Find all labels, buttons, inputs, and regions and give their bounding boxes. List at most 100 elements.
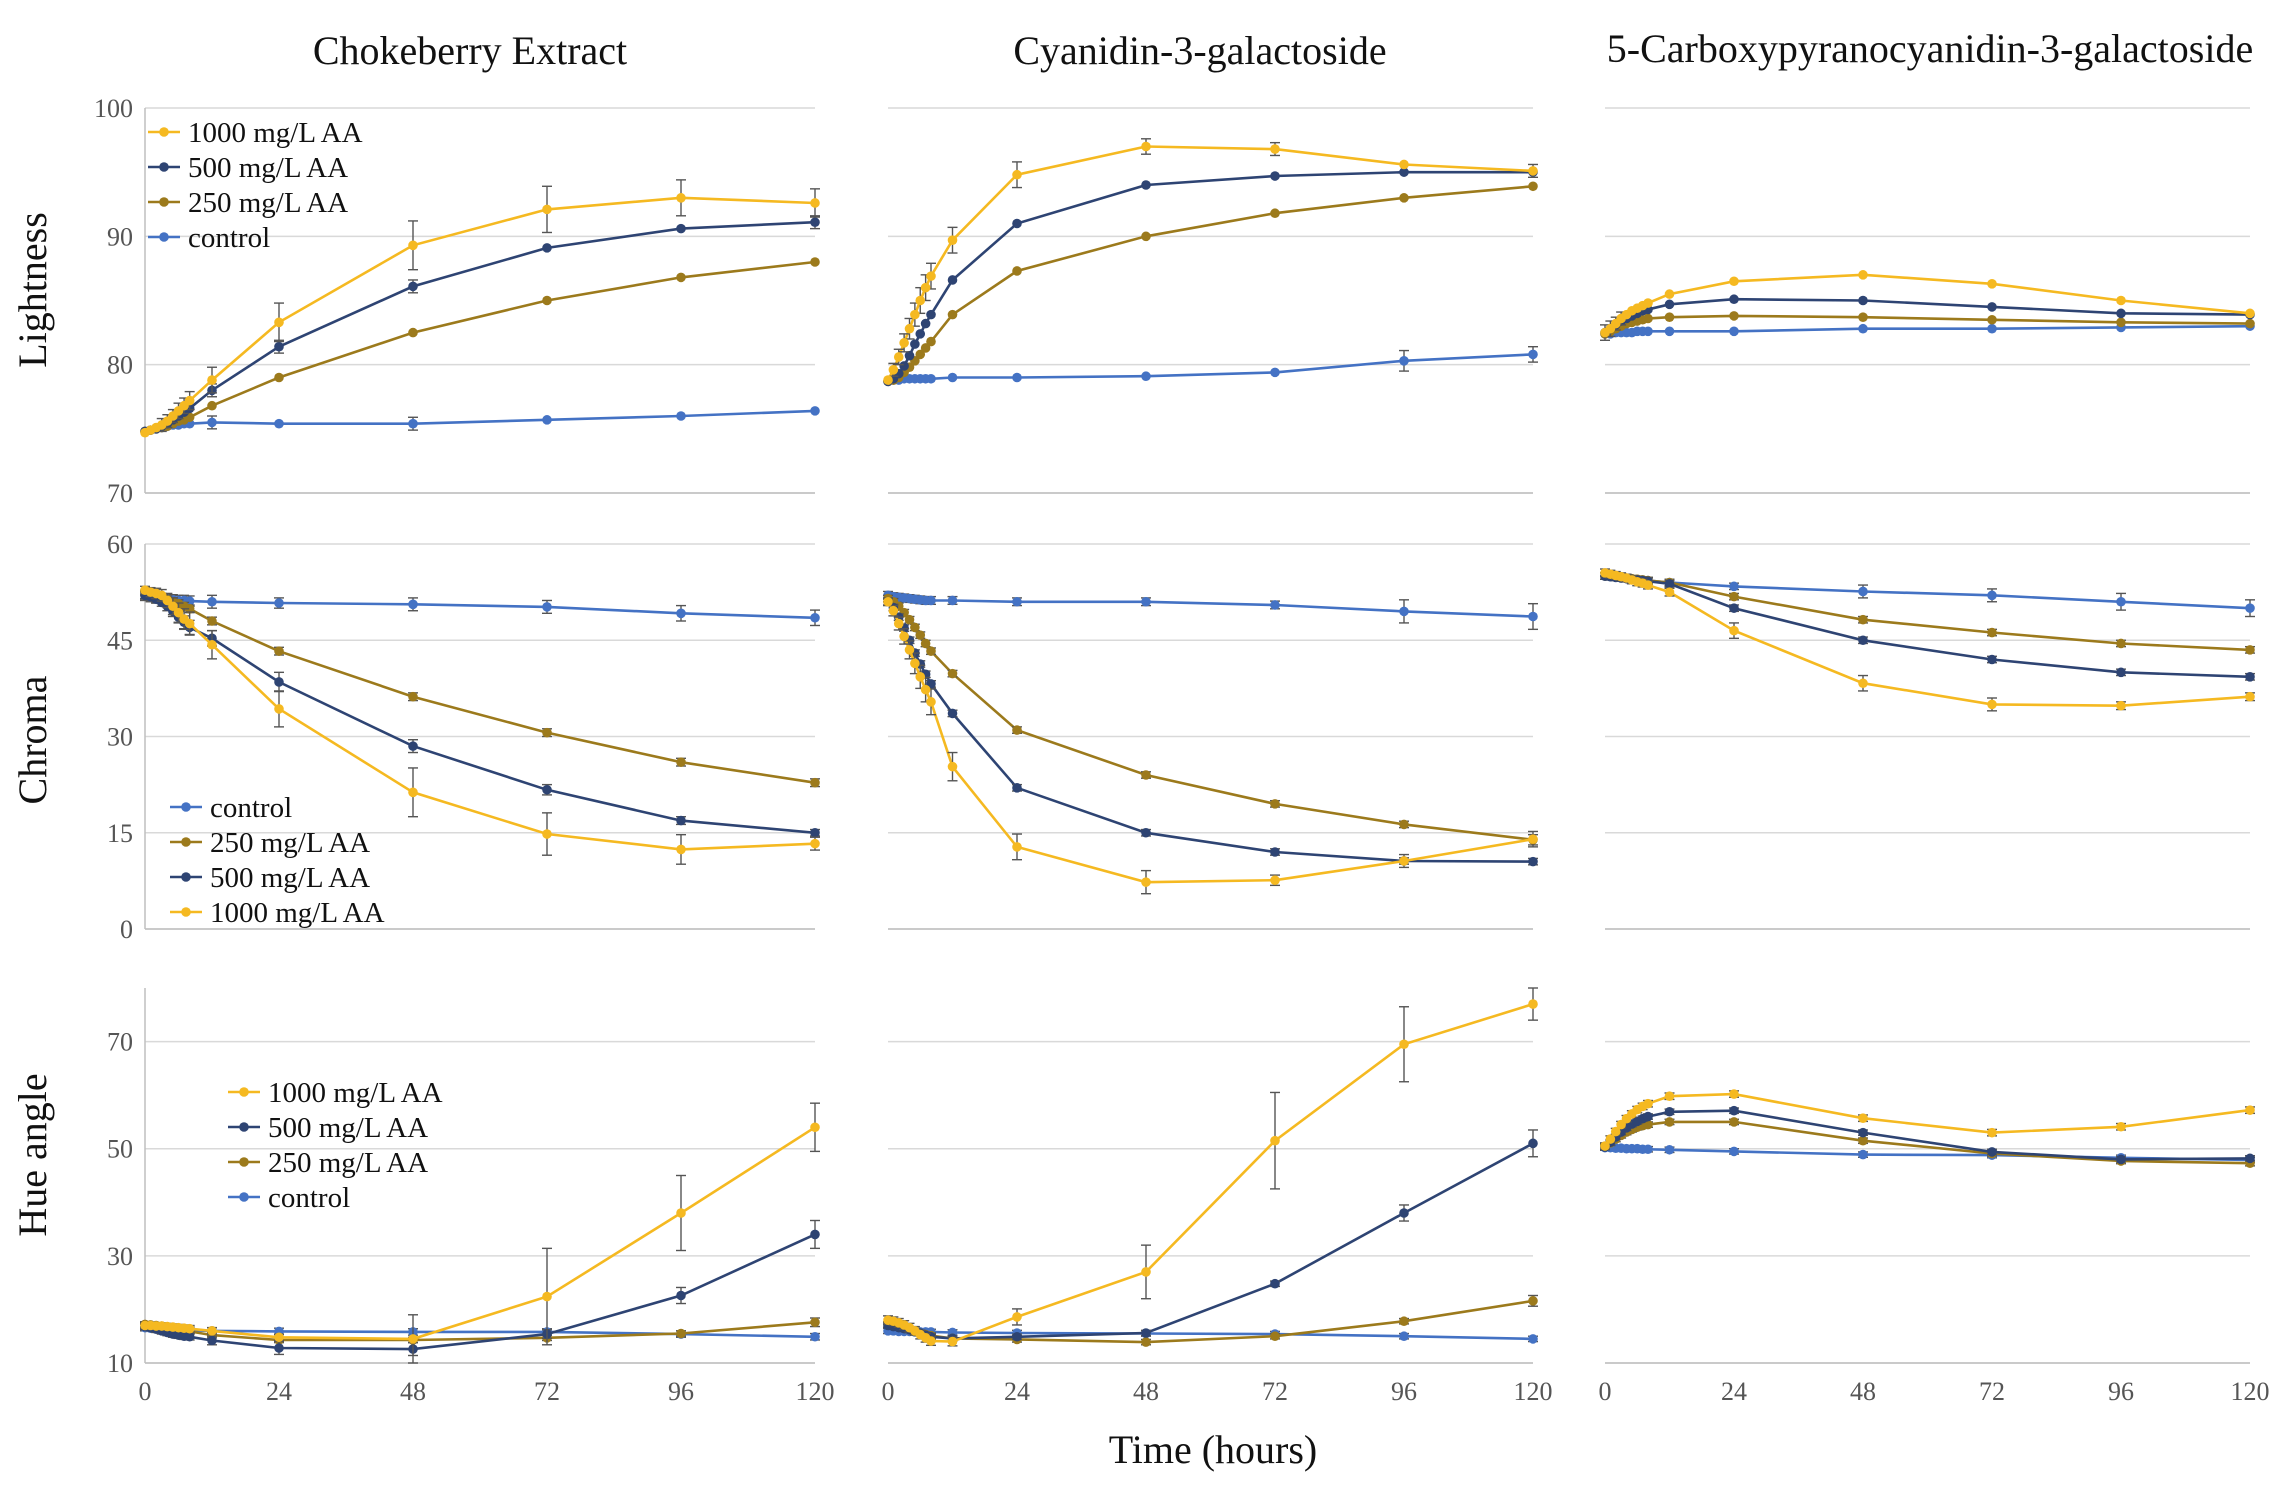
data-point xyxy=(915,672,926,682)
data-point xyxy=(1270,875,1280,886)
legend-swatch-marker xyxy=(239,1192,249,1202)
data-point xyxy=(1012,266,1022,276)
legend-label: 250 mg/L AA xyxy=(210,827,370,859)
series-line-aa250 xyxy=(144,260,816,433)
data-point xyxy=(2116,295,2126,306)
data-point xyxy=(1858,1149,1868,1160)
data-point xyxy=(1012,842,1022,852)
series-aa1000 xyxy=(883,138,1538,385)
data-point xyxy=(274,1343,284,1353)
data-point xyxy=(1664,578,1675,589)
x-tick-label: 120 xyxy=(796,1377,835,1406)
series-line-control xyxy=(144,409,816,433)
data-point xyxy=(542,243,552,253)
data-point xyxy=(1141,231,1151,242)
data-point xyxy=(1270,847,1280,857)
series-control xyxy=(883,1326,1538,1344)
legend-swatch-marker xyxy=(159,162,169,172)
data-point xyxy=(1270,208,1280,219)
data-point xyxy=(542,204,552,215)
series-control xyxy=(140,589,820,627)
data-point xyxy=(2245,1105,2255,1115)
x-tick-label: 96 xyxy=(668,1377,694,1406)
series-line-aa500 xyxy=(1604,1109,2251,1161)
data-point xyxy=(1664,326,1675,337)
data-point xyxy=(184,1331,195,1342)
data-point xyxy=(920,638,931,649)
panel-H-C3G: 0 24 48 72 96 120 xyxy=(882,987,1553,1406)
data-point xyxy=(207,1326,217,1336)
data-point xyxy=(542,602,552,612)
data-point xyxy=(1012,372,1022,383)
data-point xyxy=(1643,580,1653,590)
data-point xyxy=(1729,1089,1739,1099)
y-tick-label: 100 xyxy=(94,94,133,123)
data-point xyxy=(1987,1127,1997,1138)
data-point xyxy=(810,827,820,838)
data-point xyxy=(920,684,931,695)
data-point xyxy=(926,271,936,281)
data-point xyxy=(1987,1147,1997,1157)
data-point xyxy=(1270,1331,1280,1342)
data-point xyxy=(274,418,284,429)
data-point xyxy=(408,327,418,338)
data-point xyxy=(888,605,899,616)
data-point xyxy=(1270,799,1280,809)
data-point xyxy=(947,708,958,719)
series-aa1000 xyxy=(1600,1089,2255,1151)
panel-L-C3G xyxy=(883,107,1538,494)
data-point xyxy=(926,336,936,347)
data-point xyxy=(676,1290,686,1301)
data-point xyxy=(1729,294,1739,305)
data-point xyxy=(810,1122,820,1133)
data-point xyxy=(184,618,195,629)
data-point xyxy=(2245,318,2255,329)
data-point xyxy=(207,375,217,385)
data-point xyxy=(184,604,195,614)
column-title-2: Cyanidin-3-galactoside xyxy=(1013,28,1386,73)
y-tick-label: 50 xyxy=(107,1135,133,1164)
data-point xyxy=(1528,181,1538,192)
data-point xyxy=(926,373,936,384)
series-line-aa500 xyxy=(887,1142,1534,1340)
data-point xyxy=(408,691,418,702)
data-point xyxy=(173,607,184,618)
data-point xyxy=(947,668,958,679)
data-point xyxy=(1012,596,1022,607)
data-point xyxy=(1987,314,1997,325)
legend-swatch-marker xyxy=(239,1157,249,1167)
legend-swatch-marker xyxy=(159,197,169,207)
data-point xyxy=(2116,700,2126,711)
data-point xyxy=(1987,627,1997,638)
legend-swatch-marker xyxy=(181,907,191,917)
data-point xyxy=(676,1328,686,1339)
data-point xyxy=(542,1291,552,1302)
data-point xyxy=(1664,587,1675,597)
y-tick-label: 80 xyxy=(107,351,133,380)
data-point xyxy=(920,318,931,329)
data-point xyxy=(676,757,686,767)
series-aa1000 xyxy=(140,585,820,865)
data-point xyxy=(676,272,686,283)
series-control xyxy=(1600,321,2255,339)
data-point xyxy=(1012,1331,1022,1342)
data-point xyxy=(408,787,418,798)
data-point xyxy=(1729,1105,1739,1116)
data-point xyxy=(910,339,920,349)
data-point xyxy=(1987,699,1997,710)
data-point xyxy=(1528,856,1538,867)
data-point xyxy=(1729,1146,1739,1157)
series-aa250 xyxy=(883,593,1538,846)
y-tick-label: 30 xyxy=(107,723,133,752)
legend-label: 500 mg/L AA xyxy=(210,862,370,894)
data-point xyxy=(1858,678,1868,689)
data-point xyxy=(1270,171,1280,181)
data-point xyxy=(810,217,820,228)
data-point xyxy=(1528,1296,1538,1306)
data-point xyxy=(1664,1106,1675,1117)
data-point xyxy=(1528,1334,1538,1344)
data-point xyxy=(2116,667,2126,678)
data-point xyxy=(1987,279,1997,289)
legend-label: 1000 mg/L AA xyxy=(188,117,363,149)
data-point xyxy=(883,596,893,607)
